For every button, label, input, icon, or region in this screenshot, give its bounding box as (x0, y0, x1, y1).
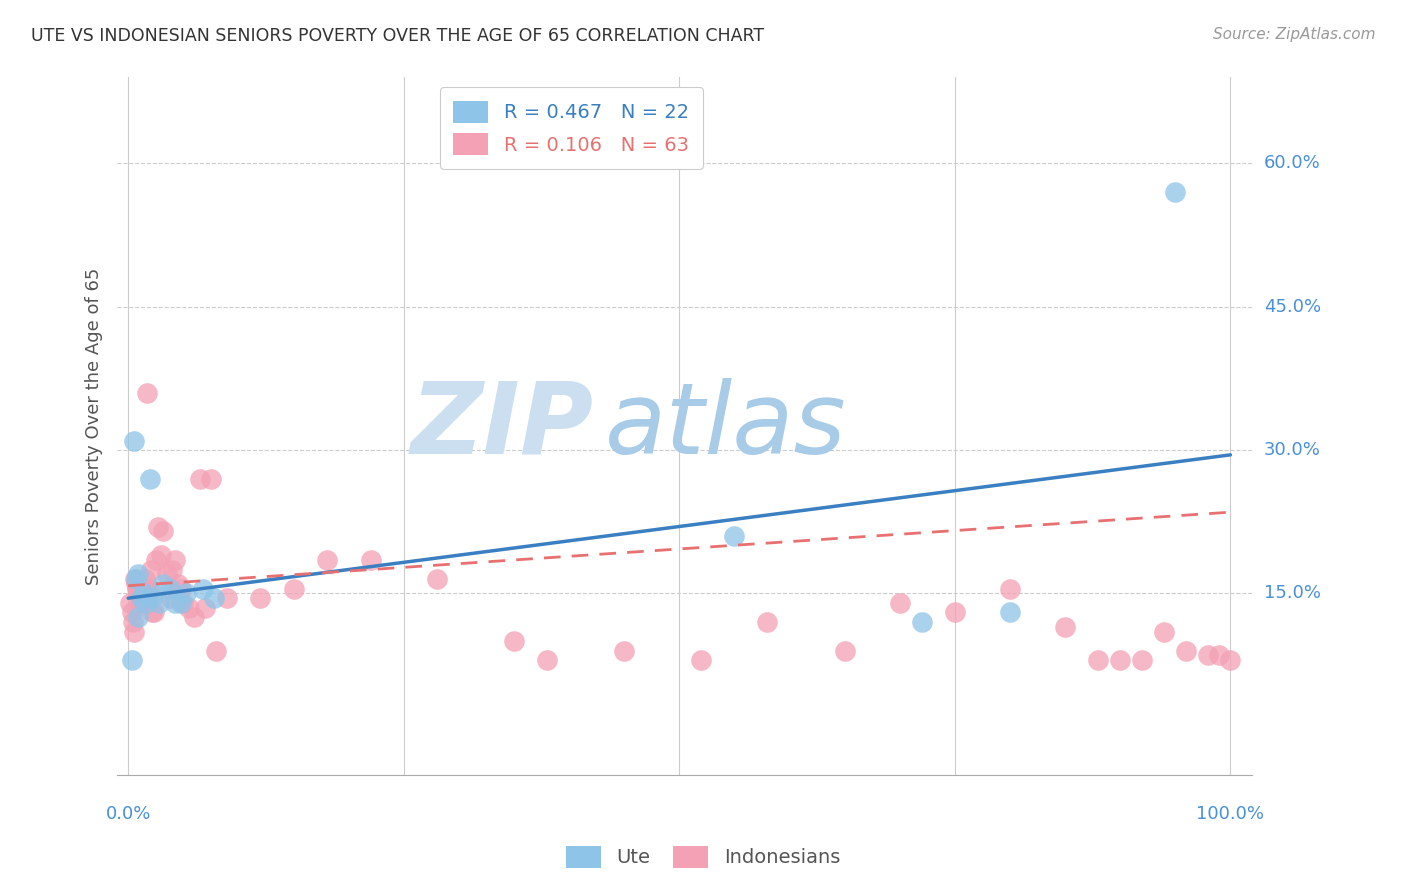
Text: atlas: atlas (606, 377, 846, 475)
Point (139, 582, 162, 596)
Point (723, 529, 745, 543)
Point (159, 591, 181, 606)
Point (127, 582, 149, 596)
Text: 15.0%: 15.0% (1264, 584, 1320, 602)
Point (162, 562, 184, 576)
Point (121, 606, 143, 620)
Point (426, 572, 449, 586)
Text: UTE VS INDONESIAN SENIORS POVERTY OVER THE AGE OF 65 CORRELATION CHART: UTE VS INDONESIAN SENIORS POVERTY OVER T… (31, 27, 763, 45)
Point (249, 591, 271, 606)
Point (145, 553, 167, 567)
Point (1164, 185, 1187, 199)
Point (170, 582, 193, 596)
Point (131, 582, 153, 596)
Legend: R = 0.467   N = 22, R = 0.106   N = 63: R = 0.467 N = 22, R = 0.106 N = 63 (440, 87, 703, 169)
Point (122, 624, 145, 639)
Point (183, 610, 205, 624)
Point (943, 606, 966, 620)
Point (756, 615, 779, 629)
Point (134, 572, 156, 586)
Point (1109, 653, 1132, 667)
Text: Source: ZipAtlas.com: Source: ZipAtlas.com (1212, 27, 1375, 42)
Text: 0.0%: 0.0% (105, 805, 150, 823)
Point (132, 591, 155, 606)
Point (1208, 648, 1230, 663)
Point (132, 586, 155, 600)
Text: 30.0%: 30.0% (1264, 441, 1320, 459)
Point (146, 519, 169, 533)
Point (166, 577, 188, 591)
Point (998, 606, 1021, 620)
Point (152, 577, 174, 591)
Point (177, 600, 200, 615)
Point (136, 385, 159, 400)
Point (194, 600, 217, 615)
Point (142, 606, 165, 620)
Point (163, 596, 186, 610)
Point (125, 582, 148, 596)
Point (125, 577, 148, 591)
Point (205, 644, 228, 658)
Point (135, 582, 157, 596)
Point (889, 596, 911, 610)
Point (911, 615, 934, 629)
Point (141, 562, 163, 576)
Point (148, 596, 170, 610)
Point (690, 653, 713, 667)
Point (217, 591, 239, 606)
Point (139, 472, 162, 486)
Point (136, 596, 159, 610)
Point (152, 524, 174, 539)
Point (1130, 653, 1153, 667)
Point (172, 596, 194, 610)
Point (1175, 644, 1198, 658)
Point (202, 591, 225, 606)
Point (1219, 653, 1241, 667)
Point (1054, 620, 1077, 634)
Point (125, 572, 148, 586)
Point (613, 644, 636, 658)
Point (159, 582, 181, 596)
Point (138, 591, 160, 606)
Text: 100.0%: 100.0% (1197, 805, 1264, 823)
Point (315, 553, 337, 567)
Point (536, 653, 558, 667)
Point (170, 596, 193, 610)
Point (127, 567, 149, 582)
Point (131, 591, 153, 606)
Point (200, 472, 222, 486)
Y-axis label: Seniors Poverty Over the Age of 65: Seniors Poverty Over the Age of 65 (86, 268, 103, 585)
Point (191, 582, 214, 596)
Point (834, 644, 856, 658)
Point (1087, 653, 1109, 667)
Point (127, 610, 149, 624)
Text: 60.0%: 60.0% (1264, 154, 1320, 172)
Point (124, 572, 146, 586)
Point (135, 596, 157, 610)
Point (131, 591, 153, 606)
Point (1153, 624, 1175, 639)
Point (122, 434, 145, 448)
Point (141, 591, 163, 606)
Point (128, 596, 150, 610)
Point (188, 472, 211, 486)
Point (120, 596, 142, 610)
Point (150, 548, 173, 562)
Point (503, 634, 526, 648)
Point (121, 653, 143, 667)
Point (121, 615, 143, 629)
Point (283, 582, 305, 596)
Text: 45.0%: 45.0% (1264, 298, 1320, 316)
Point (141, 606, 163, 620)
Legend: Ute, Indonesians: Ute, Indonesians (555, 836, 851, 878)
Text: ZIP: ZIP (411, 377, 593, 475)
Point (129, 591, 152, 606)
Point (998, 582, 1021, 596)
Point (156, 567, 179, 582)
Point (1197, 648, 1219, 663)
Point (360, 553, 382, 567)
Point (174, 586, 197, 600)
Point (163, 553, 186, 567)
